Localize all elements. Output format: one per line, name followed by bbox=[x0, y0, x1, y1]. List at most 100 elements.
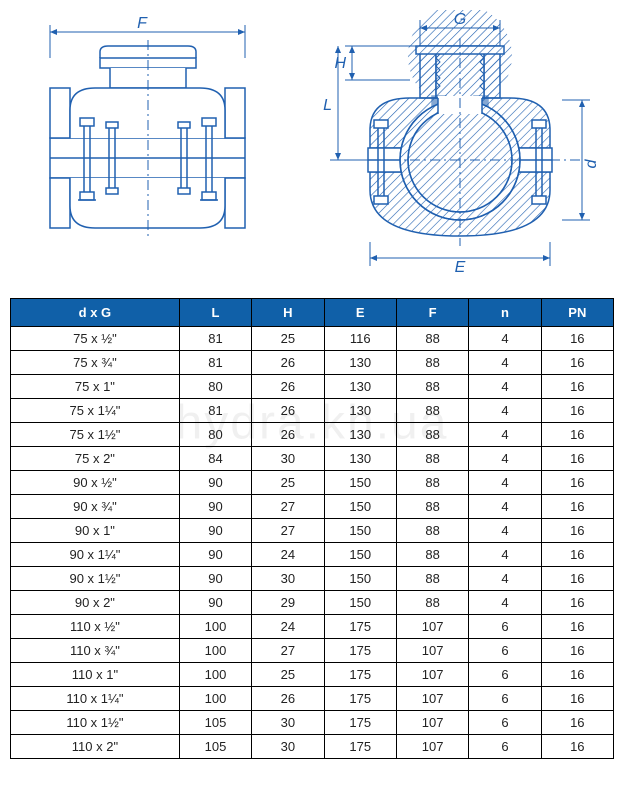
table-cell: 88 bbox=[396, 591, 468, 615]
table-cell: 84 bbox=[179, 447, 251, 471]
table-cell: 75 x 1" bbox=[11, 375, 180, 399]
table-cell: 88 bbox=[396, 519, 468, 543]
table-body: 75 x ½"81251168841675 x ¾"81261308841675… bbox=[11, 327, 614, 759]
table-cell: 16 bbox=[541, 639, 613, 663]
table-cell: 16 bbox=[541, 399, 613, 423]
table-cell: 30 bbox=[252, 567, 324, 591]
table-cell: 107 bbox=[396, 711, 468, 735]
table-cell: 16 bbox=[541, 471, 613, 495]
table-cell: 6 bbox=[469, 663, 541, 687]
table-cell: 110 x 2" bbox=[11, 735, 180, 759]
table-cell: 25 bbox=[252, 471, 324, 495]
table-cell: 6 bbox=[469, 711, 541, 735]
table-cell: 30 bbox=[252, 711, 324, 735]
table-cell: 4 bbox=[469, 423, 541, 447]
col-E: E bbox=[324, 299, 396, 327]
table-cell: 26 bbox=[252, 399, 324, 423]
table-cell: 4 bbox=[469, 495, 541, 519]
table-cell: 110 x 1" bbox=[11, 663, 180, 687]
table-cell: 16 bbox=[541, 735, 613, 759]
table-cell: 150 bbox=[324, 543, 396, 567]
col-PN: PN bbox=[541, 299, 613, 327]
table-cell: 24 bbox=[252, 615, 324, 639]
table-cell: 110 x ¾" bbox=[11, 639, 180, 663]
technical-drawings: F bbox=[10, 10, 614, 290]
table-cell: 175 bbox=[324, 711, 396, 735]
table-cell: 25 bbox=[252, 663, 324, 687]
table-row: 110 x 1½"10530175107616 bbox=[11, 711, 614, 735]
table-cell: 27 bbox=[252, 519, 324, 543]
col-L: L bbox=[179, 299, 251, 327]
table-row: 75 x 1½"802613088416 bbox=[11, 423, 614, 447]
spec-table: d x G L H E F n PN 75 x ½"81251168841675… bbox=[10, 298, 614, 759]
table-cell: 90 bbox=[179, 471, 251, 495]
table-cell: 81 bbox=[179, 399, 251, 423]
table-cell: 88 bbox=[396, 351, 468, 375]
table-cell: 88 bbox=[396, 423, 468, 447]
table-cell: 26 bbox=[252, 687, 324, 711]
table-cell: 130 bbox=[324, 351, 396, 375]
table-cell: 175 bbox=[324, 687, 396, 711]
table-cell: 175 bbox=[324, 639, 396, 663]
table-cell: 26 bbox=[252, 351, 324, 375]
table-cell: 130 bbox=[324, 375, 396, 399]
diagram-svg: F bbox=[10, 10, 614, 290]
table-row: 110 x ½"10024175107616 bbox=[11, 615, 614, 639]
table-cell: 26 bbox=[252, 423, 324, 447]
table-cell: 4 bbox=[469, 399, 541, 423]
table-row: 75 x ½"812511688416 bbox=[11, 327, 614, 351]
table-cell: 25 bbox=[252, 327, 324, 351]
table-cell: 116 bbox=[324, 327, 396, 351]
table-cell: 27 bbox=[252, 639, 324, 663]
table-cell: 81 bbox=[179, 327, 251, 351]
table-row: 110 x ¾"10027175107616 bbox=[11, 639, 614, 663]
table-cell: 75 x ½" bbox=[11, 327, 180, 351]
table-cell: 6 bbox=[469, 615, 541, 639]
table-cell: 6 bbox=[469, 687, 541, 711]
table-cell: 16 bbox=[541, 543, 613, 567]
table-cell: 16 bbox=[541, 495, 613, 519]
table-cell: 90 x ½" bbox=[11, 471, 180, 495]
table-cell: 100 bbox=[179, 639, 251, 663]
table-row: 75 x ¾"812613088416 bbox=[11, 351, 614, 375]
table-cell: 107 bbox=[396, 615, 468, 639]
table-cell: 88 bbox=[396, 543, 468, 567]
table-cell: 75 x 2" bbox=[11, 447, 180, 471]
label-E: E bbox=[455, 259, 466, 276]
table-cell: 90 x ¾" bbox=[11, 495, 180, 519]
table-cell: 16 bbox=[541, 351, 613, 375]
table-cell: 6 bbox=[469, 639, 541, 663]
table-cell: 150 bbox=[324, 519, 396, 543]
table-cell: 90 x 1" bbox=[11, 519, 180, 543]
table-cell: 175 bbox=[324, 735, 396, 759]
table-cell: 110 x ½" bbox=[11, 615, 180, 639]
table-cell: 16 bbox=[541, 423, 613, 447]
table-cell: 27 bbox=[252, 495, 324, 519]
table-cell: 100 bbox=[179, 615, 251, 639]
table-cell: 75 x 1½" bbox=[11, 423, 180, 447]
table-row: 90 x 1"902715088416 bbox=[11, 519, 614, 543]
table-cell: 16 bbox=[541, 375, 613, 399]
table-cell: 150 bbox=[324, 495, 396, 519]
table-cell: 107 bbox=[396, 663, 468, 687]
table-cell: 90 x 1¼" bbox=[11, 543, 180, 567]
table-cell: 16 bbox=[541, 327, 613, 351]
table-cell: 100 bbox=[179, 687, 251, 711]
table-cell: 150 bbox=[324, 471, 396, 495]
table-cell: 88 bbox=[396, 495, 468, 519]
table-cell: 105 bbox=[179, 735, 251, 759]
table-cell: 88 bbox=[396, 399, 468, 423]
table-row: 90 x 2"902915088416 bbox=[11, 591, 614, 615]
table-row: 110 x 2"10530175107616 bbox=[11, 735, 614, 759]
table-row: 110 x 1¼"10026175107616 bbox=[11, 687, 614, 711]
col-H: H bbox=[252, 299, 324, 327]
table-cell: 90 bbox=[179, 519, 251, 543]
label-F: F bbox=[137, 15, 148, 32]
table-cell: 4 bbox=[469, 567, 541, 591]
left-view: F bbox=[50, 15, 245, 240]
table-cell: 88 bbox=[396, 447, 468, 471]
table-cell: 175 bbox=[324, 663, 396, 687]
table-cell: 16 bbox=[541, 519, 613, 543]
table-cell: 107 bbox=[396, 687, 468, 711]
table-cell: 4 bbox=[469, 375, 541, 399]
